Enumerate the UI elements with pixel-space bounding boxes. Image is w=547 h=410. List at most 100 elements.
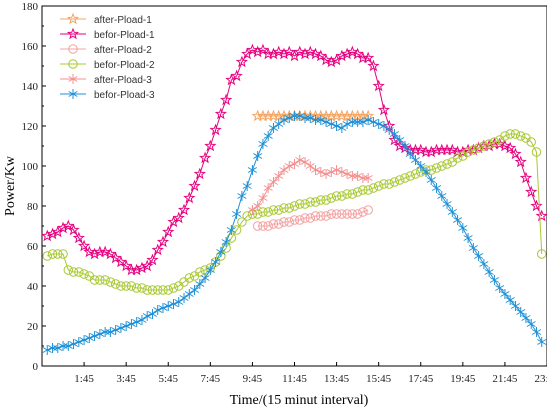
star-marker bbox=[72, 231, 85, 244]
circle-marker bbox=[342, 189, 352, 199]
star-marker bbox=[241, 47, 254, 60]
asterisk-marker bbox=[474, 251, 484, 261]
asterisk-marker bbox=[174, 297, 184, 307]
legend-item: befor-Pload-1 bbox=[60, 27, 155, 41]
asterisk-marker bbox=[316, 115, 326, 125]
star-marker bbox=[67, 223, 80, 236]
circle-marker bbox=[526, 137, 536, 147]
circle-marker bbox=[68, 59, 78, 69]
circle-marker bbox=[168, 283, 179, 293]
asterisk-marker bbox=[479, 259, 489, 269]
circle-marker bbox=[342, 209, 352, 219]
y-tick-label: 20 bbox=[27, 321, 39, 333]
asterisk-marker bbox=[53, 343, 63, 353]
legend-item: after-Pload-1 bbox=[60, 12, 152, 26]
x-tick-label: 23:45 bbox=[534, 373, 547, 385]
asterisk-marker bbox=[295, 111, 305, 121]
circle-marker bbox=[358, 185, 368, 195]
circle-marker bbox=[484, 139, 494, 149]
asterisk-marker bbox=[295, 155, 305, 165]
circle-marker bbox=[42, 251, 53, 261]
asterisk-marker bbox=[168, 299, 179, 309]
circle-marker bbox=[331, 209, 342, 219]
circle-marker bbox=[321, 211, 331, 221]
x-tick-label: 1:45 bbox=[74, 373, 94, 385]
asterisk-marker bbox=[363, 115, 373, 125]
asterisk-marker bbox=[221, 237, 231, 247]
circle-marker bbox=[300, 213, 310, 223]
legend-item: after-Pload-3 bbox=[60, 74, 152, 86]
star-marker bbox=[172, 211, 185, 224]
star-marker bbox=[198, 151, 212, 164]
star-marker bbox=[362, 51, 375, 64]
asterisk-marker bbox=[521, 313, 531, 323]
circle-marker bbox=[89, 275, 100, 285]
asterisk-marker bbox=[489, 275, 499, 285]
y-tick-label: 120 bbox=[22, 121, 39, 133]
asterisk-marker bbox=[305, 113, 315, 123]
circle-marker bbox=[352, 209, 363, 219]
circle-marker bbox=[363, 205, 373, 215]
star-marker bbox=[504, 141, 517, 154]
asterisk-marker bbox=[279, 115, 289, 125]
circle-marker bbox=[410, 169, 421, 179]
asterisk-marker bbox=[105, 327, 115, 337]
circle-marker bbox=[289, 215, 300, 225]
star-marker bbox=[367, 59, 380, 72]
legend: after-Pload-1 befor-Pload-1 after-Pload-2 b… bbox=[60, 12, 155, 101]
circle-marker bbox=[284, 203, 294, 213]
asterisk-marker bbox=[484, 267, 494, 277]
star-marker bbox=[346, 45, 359, 58]
asterisk-marker bbox=[426, 175, 436, 185]
asterisk-marker bbox=[247, 205, 258, 215]
circle-marker bbox=[489, 137, 500, 147]
star-marker bbox=[51, 225, 64, 238]
circle-marker bbox=[263, 207, 273, 217]
asterisk-marker bbox=[321, 169, 331, 179]
star-marker bbox=[167, 215, 180, 228]
circle-marker bbox=[500, 131, 510, 141]
x-tick-label: 15:45 bbox=[366, 373, 392, 385]
asterisk-marker bbox=[163, 301, 173, 311]
circle-marker bbox=[505, 129, 515, 139]
star-marker bbox=[414, 143, 427, 156]
circle-marker bbox=[405, 171, 415, 181]
x-tick-label: 3:45 bbox=[116, 373, 136, 385]
star-marker bbox=[66, 12, 80, 25]
asterisk-marker bbox=[137, 315, 147, 325]
star-marker bbox=[220, 93, 233, 106]
circle-marker bbox=[331, 191, 342, 201]
circle-marker bbox=[305, 213, 316, 223]
star-marker bbox=[293, 45, 306, 58]
asterisk-marker bbox=[68, 339, 79, 349]
circle-marker bbox=[515, 131, 526, 141]
legend-label: after-Pload-3 bbox=[94, 75, 152, 86]
circle-marker bbox=[384, 179, 394, 189]
asterisk-marker bbox=[147, 309, 158, 319]
asterisk-marker bbox=[189, 285, 200, 295]
asterisk-marker bbox=[237, 191, 247, 201]
asterisk-marker bbox=[111, 325, 121, 335]
circle-marker bbox=[437, 161, 447, 171]
x-tick-label: 19:45 bbox=[450, 373, 476, 385]
asterisk-marker bbox=[500, 289, 510, 299]
circle-marker bbox=[347, 189, 358, 199]
asterisk-marker bbox=[537, 337, 547, 347]
asterisk-marker bbox=[95, 329, 105, 339]
x-tick-label: 5:45 bbox=[158, 373, 178, 385]
y-tick-label: 180 bbox=[22, 1, 39, 13]
circle-marker bbox=[147, 285, 158, 295]
circle-marker bbox=[158, 285, 168, 295]
y-tick-label: 80 bbox=[27, 201, 39, 213]
star-marker bbox=[519, 171, 533, 184]
star-marker bbox=[251, 109, 264, 122]
circle-marker bbox=[231, 225, 242, 235]
circle-marker bbox=[273, 205, 284, 215]
asterisk-marker bbox=[79, 335, 89, 345]
circle-marker bbox=[258, 207, 268, 217]
asterisk-marker bbox=[410, 155, 421, 165]
asterisk-marker bbox=[389, 129, 400, 139]
y-axis-title: Power/Kw bbox=[3, 155, 18, 216]
asterisk-marker bbox=[247, 165, 258, 175]
circle-marker bbox=[74, 267, 84, 277]
